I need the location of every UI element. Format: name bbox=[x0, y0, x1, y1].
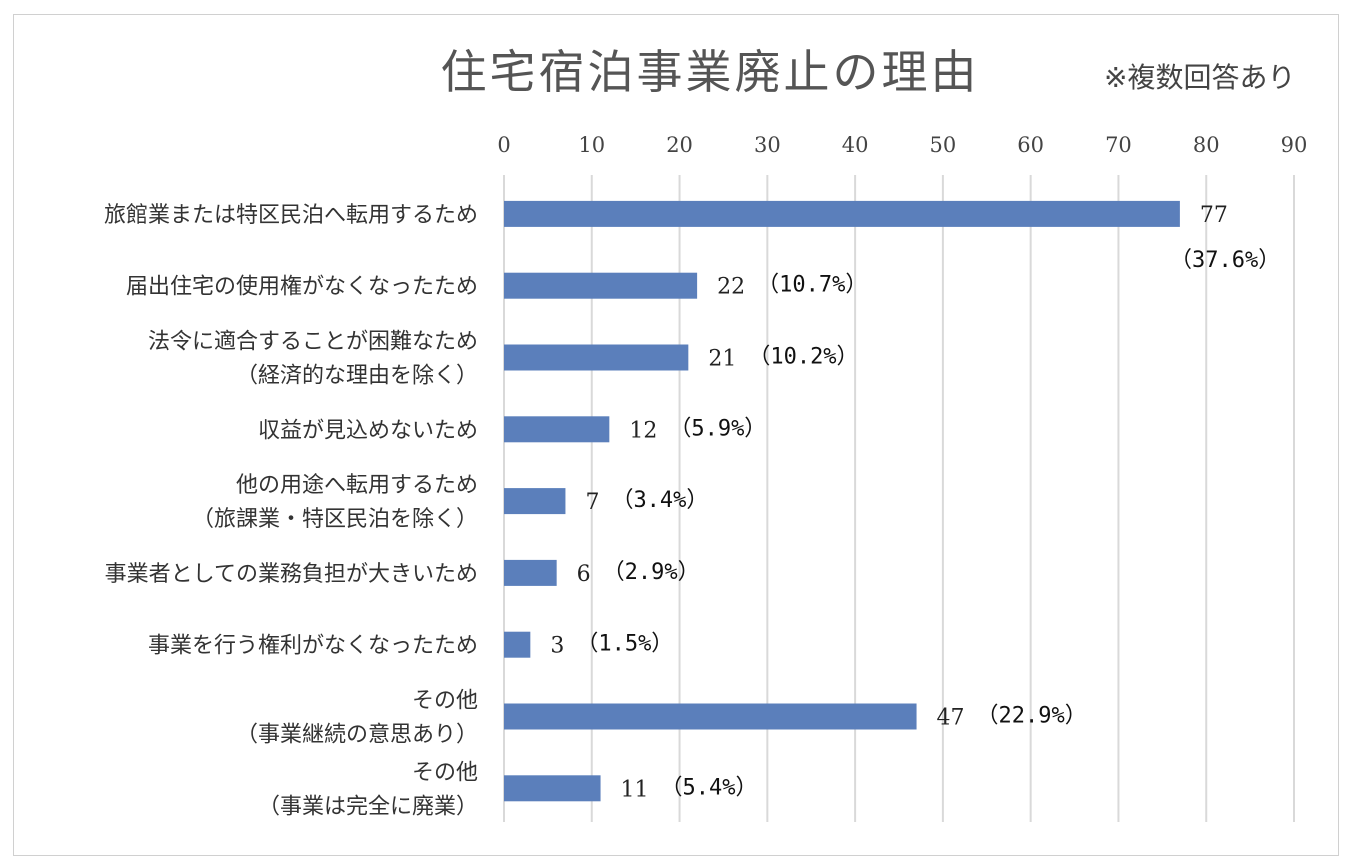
percent-label: （37.6%） bbox=[1170, 248, 1280, 273]
category-label: その他 bbox=[412, 760, 478, 785]
x-tick-label: 70 bbox=[1105, 133, 1132, 157]
category-label: 収益が見込めないため bbox=[258, 418, 478, 443]
bar bbox=[504, 559, 557, 586]
value-label: 21 bbox=[708, 347, 736, 372]
category-label: （旅課業・特区民泊を除く） bbox=[192, 507, 478, 532]
x-tick-label: 40 bbox=[842, 133, 869, 157]
percent-label: （10.2%） bbox=[748, 345, 858, 370]
percent-label: （3.4%） bbox=[611, 488, 708, 513]
category-label: その他 bbox=[412, 689, 478, 714]
bar bbox=[504, 703, 917, 730]
category-label: 事業者としての業務負担が大きいため bbox=[105, 562, 478, 587]
chart-title: 住宅宿泊事業廃止の理由 bbox=[440, 45, 980, 99]
bar bbox=[504, 344, 689, 371]
value-label: 6 bbox=[577, 562, 591, 587]
bar bbox=[504, 272, 698, 299]
category-label: 届出住宅の使用権がなくなったため bbox=[126, 275, 478, 300]
category-label: 法令に適合することが困難なため bbox=[148, 330, 478, 355]
value-label: 7 bbox=[585, 490, 599, 515]
bar bbox=[504, 775, 601, 802]
value-label: 11 bbox=[621, 777, 649, 802]
x-tick-label: 10 bbox=[578, 133, 605, 157]
x-tick-label: 20 bbox=[666, 133, 693, 157]
value-label: 3 bbox=[550, 634, 564, 659]
category-label: 事業を行う権利がなくなったため bbox=[148, 634, 478, 659]
x-tick-label: 80 bbox=[1193, 133, 1220, 157]
bar bbox=[504, 488, 566, 515]
bar bbox=[504, 631, 531, 658]
bar bbox=[504, 200, 1180, 227]
percent-label: （5.9%） bbox=[669, 416, 766, 441]
value-label: 47 bbox=[937, 706, 965, 731]
x-tick-label: 50 bbox=[930, 133, 957, 157]
category-label: 旅館業または特区民泊へ転用するため bbox=[104, 203, 478, 228]
chart-note: ※複数回答あり bbox=[1104, 61, 1296, 94]
x-tick-label: 30 bbox=[754, 133, 781, 157]
bar bbox=[504, 416, 610, 443]
percent-label: （10.7%） bbox=[757, 273, 867, 298]
x-tick-label: 60 bbox=[1017, 133, 1044, 157]
percent-label: （22.9%） bbox=[977, 704, 1087, 729]
percent-label: （1.5%） bbox=[576, 632, 673, 657]
percent-label: （2.9%） bbox=[603, 560, 700, 585]
value-label: 22 bbox=[717, 275, 745, 300]
value-label: 77 bbox=[1200, 203, 1228, 228]
category-label: （事業は完全に廃業） bbox=[258, 794, 478, 819]
value-label: 12 bbox=[629, 418, 657, 443]
x-tick-label: 90 bbox=[1281, 133, 1308, 157]
category-label: （事業継続の意思あり） bbox=[236, 723, 478, 748]
category-label: （経済的な理由を除く） bbox=[236, 364, 478, 389]
category-label: 他の用途へ転用するため bbox=[236, 473, 478, 498]
percent-label: （5.4%） bbox=[661, 775, 758, 800]
x-tick-label: 0 bbox=[497, 133, 510, 157]
